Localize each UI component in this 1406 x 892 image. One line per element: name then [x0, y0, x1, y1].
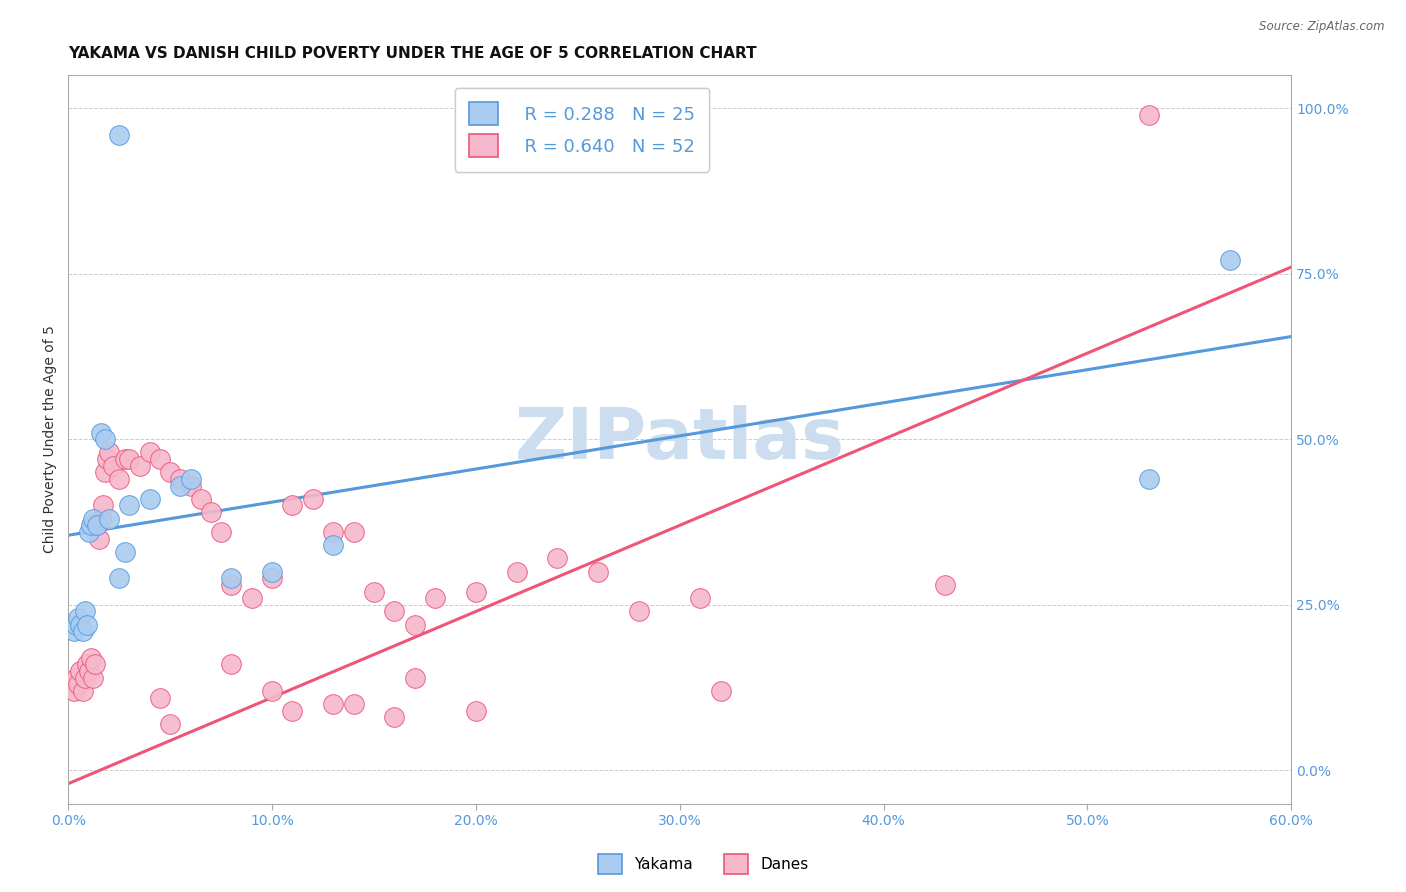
- Point: [1219, 253, 1241, 268]
- Point: [934, 578, 956, 592]
- Point: [114, 545, 136, 559]
- Point: [322, 538, 344, 552]
- Point: [65, 671, 87, 685]
- Point: [159, 717, 181, 731]
- Text: YAKAMA VS DANISH CHILD POVERTY UNDER THE AGE OF 5 CORRELATION CHART: YAKAMA VS DANISH CHILD POVERTY UNDER THE…: [69, 46, 756, 62]
- Point: [322, 524, 344, 539]
- Point: [190, 491, 212, 506]
- Point: [404, 617, 426, 632]
- Y-axis label: Child Poverty Under the Age of 5: Child Poverty Under the Age of 5: [44, 326, 58, 553]
- Point: [108, 472, 131, 486]
- Point: [627, 604, 650, 618]
- Point: [384, 710, 406, 724]
- Point: [586, 565, 609, 579]
- Point: [76, 617, 98, 632]
- Point: [262, 565, 284, 579]
- Point: [343, 524, 366, 539]
- Point: [262, 684, 284, 698]
- Point: [86, 518, 108, 533]
- Point: [108, 571, 131, 585]
- Point: [180, 478, 202, 492]
- Point: [200, 505, 222, 519]
- Point: [73, 604, 96, 618]
- Point: [363, 584, 385, 599]
- Point: [169, 478, 191, 492]
- Point: [689, 591, 711, 606]
- Point: [322, 697, 344, 711]
- Point: [69, 617, 91, 632]
- Text: ZIPatlas: ZIPatlas: [515, 405, 845, 474]
- Point: [83, 657, 105, 672]
- Point: [94, 466, 117, 480]
- Point: [82, 671, 104, 685]
- Point: [384, 604, 406, 618]
- Point: [63, 624, 86, 639]
- Point: [465, 704, 488, 718]
- Point: [159, 466, 181, 480]
- Point: [72, 684, 94, 698]
- Legend:   R = 0.288   N = 25,   R = 0.640   N = 52: R = 0.288 N = 25, R = 0.640 N = 52: [454, 87, 709, 172]
- Point: [76, 657, 98, 672]
- Point: [118, 499, 141, 513]
- Point: [79, 650, 101, 665]
- Point: [79, 518, 101, 533]
- Point: [94, 432, 117, 446]
- Point: [73, 671, 96, 685]
- Point: [343, 697, 366, 711]
- Point: [1137, 108, 1160, 122]
- Point: [118, 452, 141, 467]
- Point: [1137, 472, 1160, 486]
- Point: [425, 591, 447, 606]
- Point: [86, 518, 108, 533]
- Point: [149, 452, 172, 467]
- Point: [96, 452, 118, 467]
- Point: [108, 128, 131, 142]
- Point: [465, 584, 488, 599]
- Point: [709, 684, 731, 698]
- Point: [221, 578, 243, 592]
- Point: [221, 571, 243, 585]
- Point: [546, 551, 568, 566]
- Point: [69, 664, 91, 678]
- Point: [281, 499, 304, 513]
- Point: [72, 624, 94, 639]
- Point: [90, 511, 112, 525]
- Point: [221, 657, 243, 672]
- Point: [139, 445, 162, 459]
- Point: [139, 491, 162, 506]
- Point: [169, 472, 191, 486]
- Point: [404, 671, 426, 685]
- Point: [98, 511, 121, 525]
- Point: [240, 591, 263, 606]
- Point: [209, 524, 232, 539]
- Point: [65, 617, 87, 632]
- Point: [180, 472, 202, 486]
- Point: [281, 704, 304, 718]
- Point: [63, 684, 86, 698]
- Point: [302, 491, 325, 506]
- Point: [90, 425, 112, 440]
- Legend: Yakama, Danes: Yakama, Danes: [592, 848, 814, 880]
- Point: [114, 452, 136, 467]
- Point: [77, 524, 100, 539]
- Point: [149, 690, 172, 705]
- Point: [505, 565, 527, 579]
- Point: [98, 445, 121, 459]
- Point: [77, 664, 100, 678]
- Point: [101, 458, 124, 473]
- Text: Source: ZipAtlas.com: Source: ZipAtlas.com: [1260, 20, 1385, 33]
- Point: [60, 677, 83, 691]
- Point: [67, 677, 90, 691]
- Point: [91, 499, 114, 513]
- Point: [67, 611, 90, 625]
- Point: [87, 532, 110, 546]
- Point: [82, 511, 104, 525]
- Point: [128, 458, 150, 473]
- Point: [262, 571, 284, 585]
